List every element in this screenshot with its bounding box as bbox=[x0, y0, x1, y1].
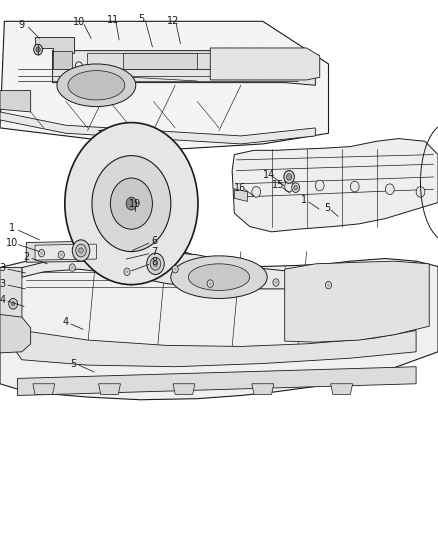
Ellipse shape bbox=[171, 256, 267, 298]
Polygon shape bbox=[173, 384, 195, 394]
Polygon shape bbox=[252, 384, 274, 394]
Circle shape bbox=[273, 279, 279, 286]
Text: 1: 1 bbox=[301, 195, 307, 205]
Circle shape bbox=[292, 183, 300, 192]
Polygon shape bbox=[18, 367, 416, 395]
Circle shape bbox=[40, 252, 43, 255]
Circle shape bbox=[9, 298, 18, 309]
Text: 8: 8 bbox=[151, 257, 157, 267]
Circle shape bbox=[69, 264, 75, 271]
Polygon shape bbox=[0, 314, 31, 353]
Circle shape bbox=[275, 281, 277, 284]
Polygon shape bbox=[22, 252, 416, 289]
Polygon shape bbox=[53, 51, 315, 85]
Circle shape bbox=[290, 62, 297, 70]
Ellipse shape bbox=[57, 64, 136, 107]
Circle shape bbox=[76, 244, 86, 257]
Text: 10: 10 bbox=[6, 238, 18, 247]
Text: 3: 3 bbox=[0, 263, 5, 272]
Polygon shape bbox=[88, 53, 285, 69]
Circle shape bbox=[284, 171, 294, 183]
Polygon shape bbox=[285, 261, 429, 342]
Polygon shape bbox=[35, 244, 96, 260]
Polygon shape bbox=[0, 91, 31, 112]
Circle shape bbox=[209, 282, 212, 285]
Text: 19: 19 bbox=[129, 199, 141, 208]
Text: 10: 10 bbox=[73, 18, 85, 27]
Text: 4: 4 bbox=[0, 295, 5, 304]
Circle shape bbox=[92, 156, 171, 252]
Circle shape bbox=[126, 270, 128, 273]
Polygon shape bbox=[0, 268, 22, 344]
Text: 12: 12 bbox=[167, 17, 179, 26]
Circle shape bbox=[150, 257, 161, 270]
Circle shape bbox=[172, 265, 178, 273]
Text: 2: 2 bbox=[23, 252, 29, 262]
Circle shape bbox=[147, 253, 164, 274]
Circle shape bbox=[315, 180, 324, 191]
Text: 5: 5 bbox=[71, 359, 77, 368]
Circle shape bbox=[65, 123, 198, 285]
Polygon shape bbox=[26, 241, 110, 262]
Text: 3: 3 bbox=[0, 279, 5, 288]
Polygon shape bbox=[210, 48, 320, 80]
Circle shape bbox=[79, 248, 83, 253]
Circle shape bbox=[126, 197, 137, 210]
Polygon shape bbox=[232, 139, 438, 232]
Circle shape bbox=[207, 280, 213, 287]
Ellipse shape bbox=[68, 70, 125, 100]
Text: 5: 5 bbox=[138, 14, 144, 23]
Text: 4: 4 bbox=[63, 318, 69, 327]
Polygon shape bbox=[35, 37, 74, 53]
Circle shape bbox=[11, 302, 15, 306]
Circle shape bbox=[285, 181, 293, 192]
Circle shape bbox=[215, 62, 223, 70]
Circle shape bbox=[252, 187, 261, 197]
Circle shape bbox=[350, 181, 359, 192]
Circle shape bbox=[174, 268, 177, 271]
Polygon shape bbox=[9, 330, 416, 367]
Circle shape bbox=[153, 261, 158, 266]
Circle shape bbox=[416, 187, 425, 197]
Polygon shape bbox=[53, 51, 72, 69]
Circle shape bbox=[72, 240, 90, 261]
Circle shape bbox=[71, 266, 74, 269]
Polygon shape bbox=[123, 53, 197, 69]
Circle shape bbox=[60, 253, 63, 256]
Circle shape bbox=[34, 44, 42, 55]
Circle shape bbox=[39, 249, 45, 257]
Text: 1: 1 bbox=[9, 223, 15, 233]
Polygon shape bbox=[0, 112, 315, 144]
Circle shape bbox=[325, 281, 332, 289]
Text: 16: 16 bbox=[234, 183, 246, 192]
Text: 7: 7 bbox=[151, 247, 157, 256]
Circle shape bbox=[286, 174, 292, 180]
Circle shape bbox=[124, 268, 130, 276]
Circle shape bbox=[75, 62, 82, 70]
Text: 9: 9 bbox=[19, 20, 25, 30]
Circle shape bbox=[294, 185, 297, 190]
Text: 11: 11 bbox=[107, 15, 119, 25]
Circle shape bbox=[36, 47, 40, 52]
Ellipse shape bbox=[188, 264, 250, 290]
Polygon shape bbox=[0, 241, 438, 400]
Polygon shape bbox=[234, 189, 247, 201]
Circle shape bbox=[110, 178, 152, 229]
Circle shape bbox=[385, 184, 394, 195]
Text: 15: 15 bbox=[272, 181, 284, 190]
Text: 14: 14 bbox=[263, 170, 275, 180]
Text: 6: 6 bbox=[151, 236, 157, 246]
Polygon shape bbox=[0, 21, 328, 149]
Polygon shape bbox=[33, 384, 55, 394]
Polygon shape bbox=[99, 384, 120, 394]
Circle shape bbox=[264, 62, 271, 70]
Text: 5: 5 bbox=[325, 203, 331, 213]
Circle shape bbox=[58, 251, 64, 259]
Polygon shape bbox=[331, 384, 353, 394]
Circle shape bbox=[327, 284, 330, 287]
